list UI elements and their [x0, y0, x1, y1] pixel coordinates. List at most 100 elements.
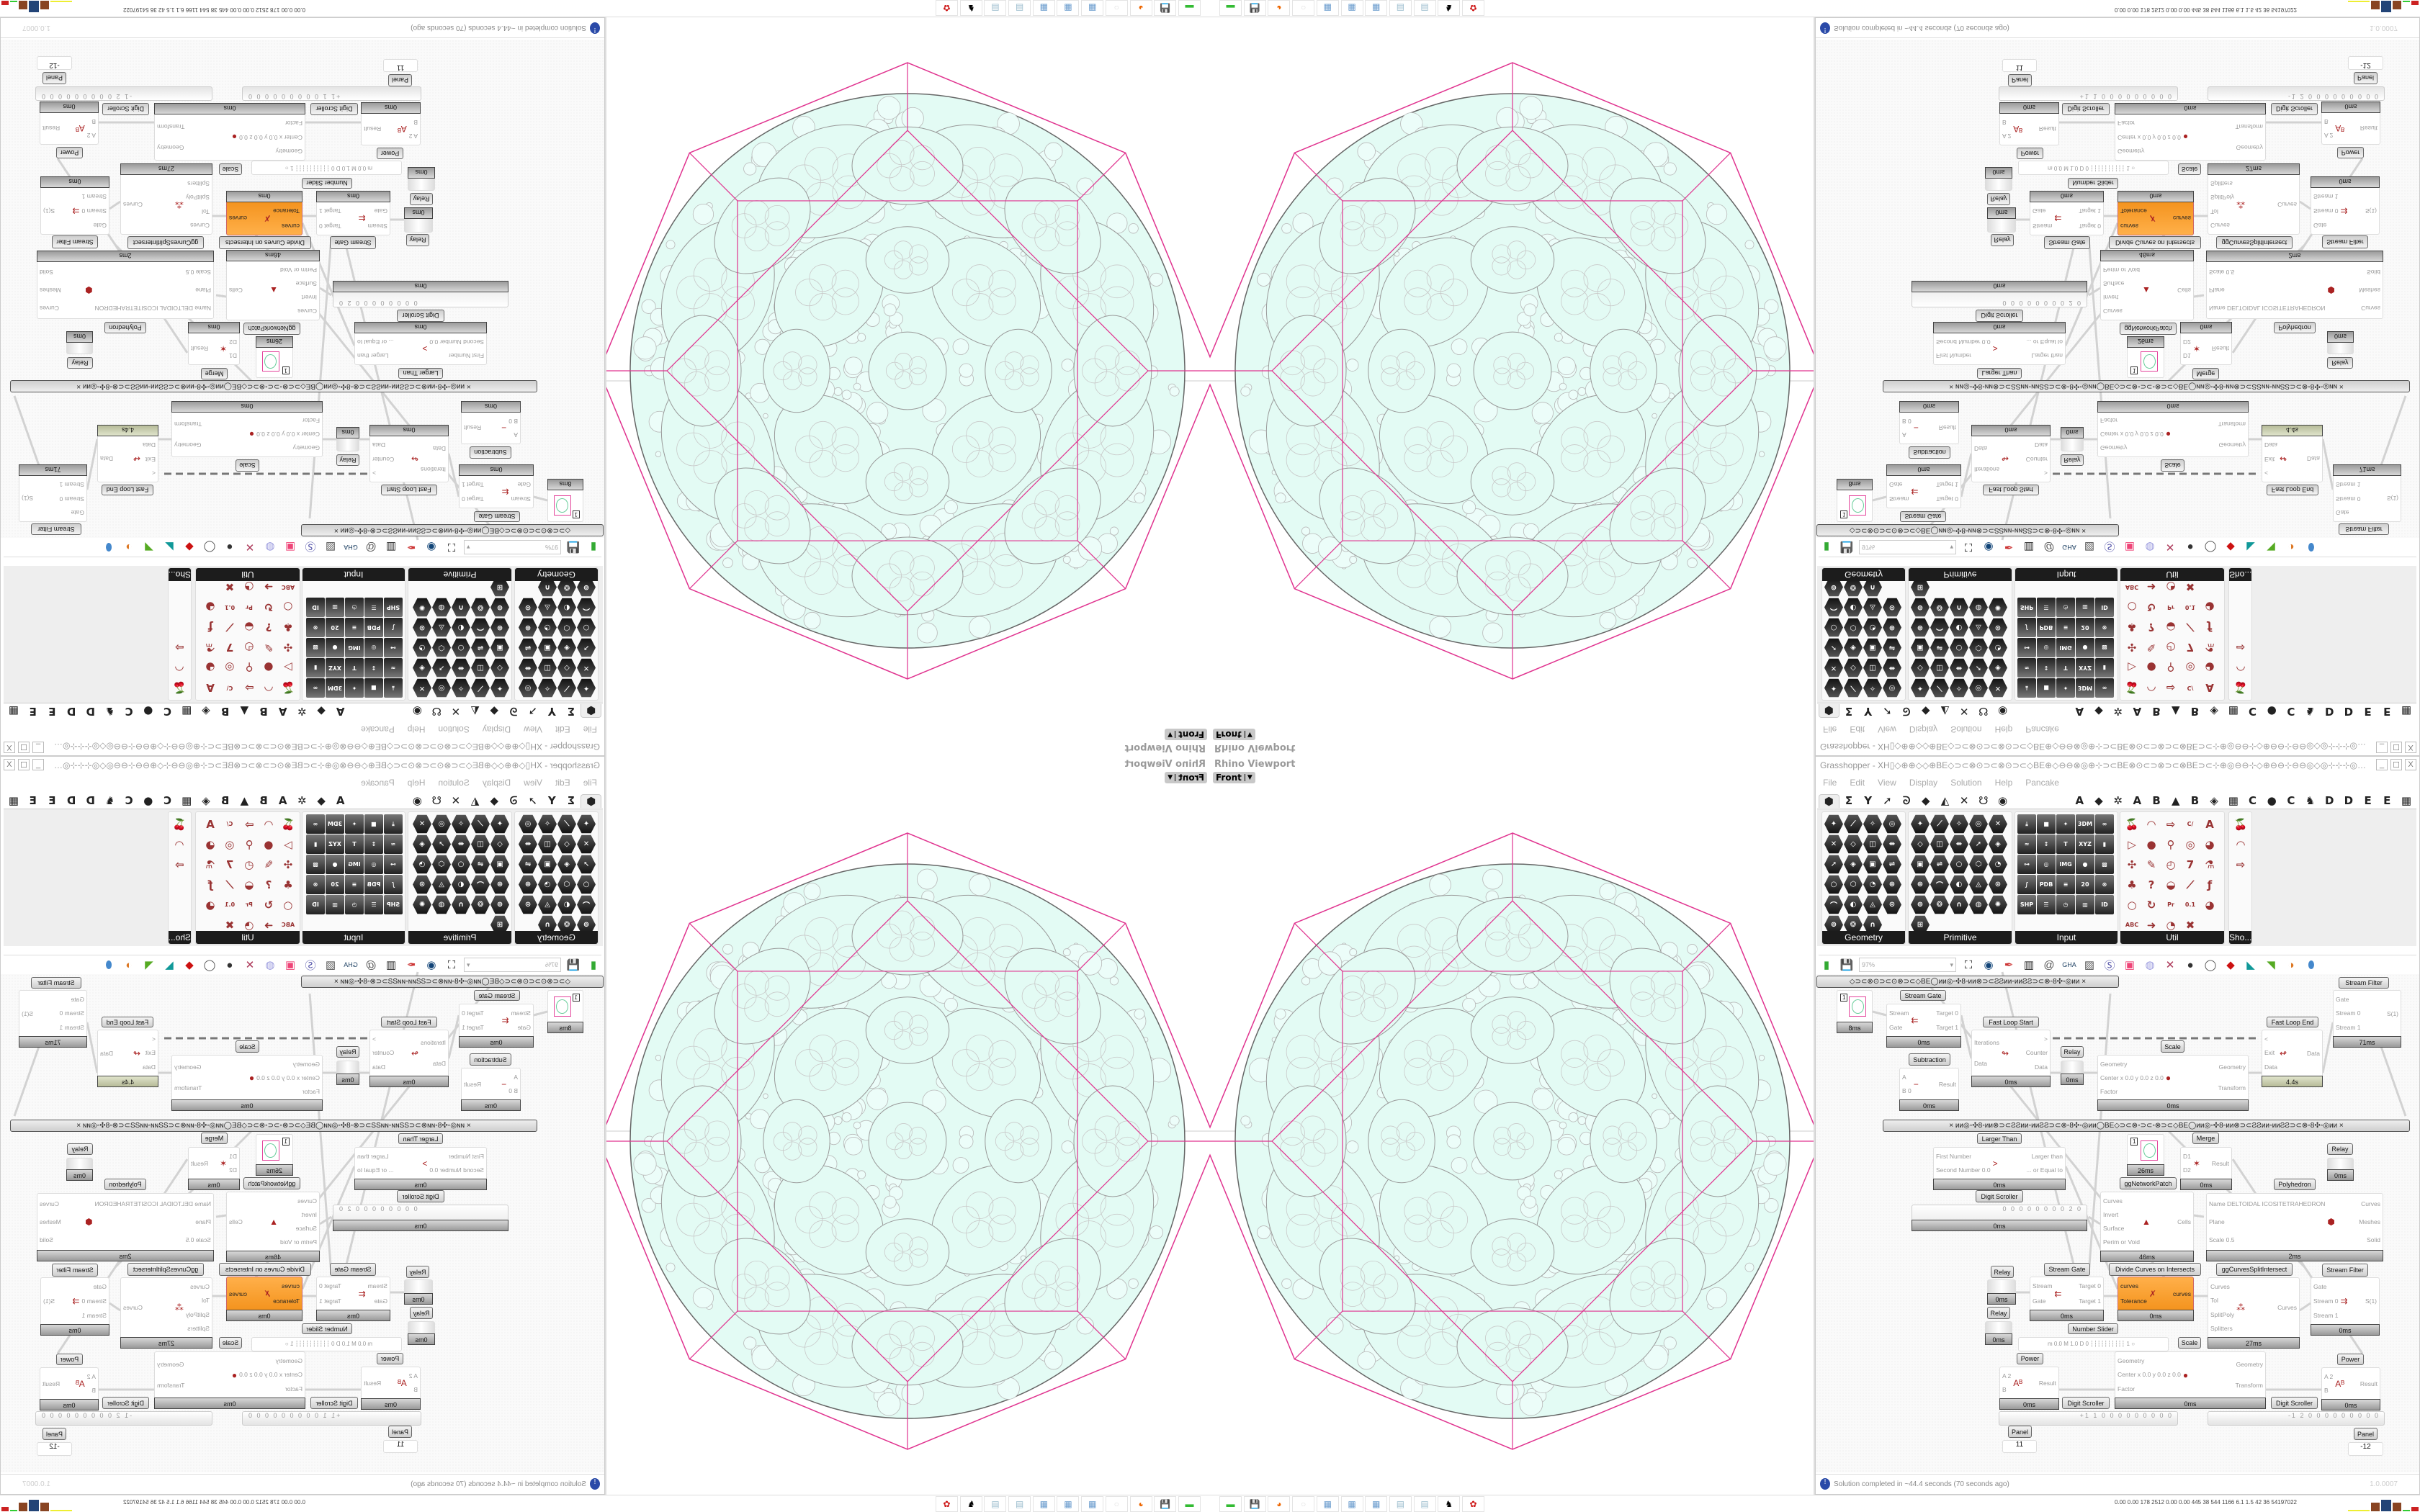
merge[interactable]: D1 D2 ✶ Result 0ms	[2180, 1147, 2232, 1190]
calendar-icon[interactable]: 20	[2076, 875, 2094, 894]
input-param[interactable]: B	[2002, 1386, 2007, 1394]
panel[interactable]: 11	[2002, 1440, 2037, 1453]
input-param[interactable]: Second Number 0.0	[1936, 338, 1991, 346]
view-dropdown[interactable]: Front ▼	[1213, 772, 1255, 783]
input-param[interactable]: Stream 1	[81, 1312, 107, 1319]
palette-panel-title[interactable]: Primitive	[1909, 931, 2012, 944]
nslider-label[interactable]: Number Slider	[302, 178, 352, 189]
input-param[interactable]: Exit	[145, 1049, 156, 1057]
id-tag-icon[interactable]: ID	[2095, 895, 2114, 914]
output-param[interactable]: Larger than	[2031, 1152, 2063, 1160]
fle-label[interactable]: Fast Loop End	[102, 485, 153, 495]
bulb-icon[interactable]: ◍	[2145, 959, 2155, 971]
output-param[interactable]: Result	[2211, 345, 2229, 353]
input-param[interactable]: Gate	[2033, 207, 2046, 215]
input-param[interactable]: Gate	[71, 995, 84, 1003]
64bit-save-icon[interactable]: 💾	[1154, 0, 1177, 16]
premiere-icon[interactable]: Pr	[2167, 901, 2174, 908]
input-param[interactable]: Tol	[202, 1297, 210, 1305]
input-param[interactable]: D2	[2183, 1166, 2191, 1174]
digit-scroller[interactable]: 0 0 0 0 0 0 0 0 2 0 0ms	[1912, 1205, 2087, 1231]
output-param[interactable]: Larger than	[2031, 352, 2063, 360]
input-param[interactable]: Stream	[2033, 222, 2053, 230]
input-param[interactable]: Data	[2264, 1063, 2277, 1071]
output-param[interactable]: Meshes	[40, 1218, 61, 1225]
tab-icon[interactable]: ◈	[2210, 794, 2218, 807]
output-param[interactable]: Meshes	[2359, 287, 2380, 294]
menu-pancake[interactable]: Pancake	[2025, 778, 2059, 788]
input-param[interactable]: <	[2264, 469, 2268, 477]
input-param[interactable]: B	[2002, 118, 2007, 126]
relay-2[interactable]: 0ms	[66, 331, 93, 354]
relay-2[interactable]: 0ms	[66, 1158, 93, 1181]
scale-1[interactable]: Geometry Center x 0.0 y 0.0 z 0.0 Factor ● G…	[171, 1055, 323, 1111]
tab-icon[interactable]: ⬢	[1819, 793, 1839, 808]
sgate-2-label[interactable]: Stream Gate	[2044, 236, 2090, 249]
number-slider[interactable]: m 0.0 M 1.0 D 0 ┆┆┆┆┆┆┆┆┆┆ 1 ○	[251, 1337, 402, 1351]
relay-1-label[interactable]: Relay	[336, 454, 359, 466]
input-param[interactable]: Stream 1	[2336, 1024, 2361, 1032]
input-param[interactable]: Name DELTOIDAL ICOSITETRAHEDRON	[2209, 304, 2326, 312]
minimize-button[interactable]: _	[2376, 759, 2388, 770]
output-param[interactable]: Curves	[40, 1200, 59, 1208]
64bit-save-icon[interactable]: 💾	[1243, 0, 1266, 16]
output-param[interactable]: Target 0	[1936, 1009, 1958, 1017]
input-param[interactable]: Data	[1974, 444, 1987, 452]
input-param[interactable]: Splitters	[187, 179, 210, 187]
input-param[interactable]: First Number	[1936, 1152, 1972, 1160]
input-param[interactable]: Factor	[2118, 1385, 2136, 1393]
output-param[interactable]: Cells	[2177, 1218, 2191, 1225]
rhino-icon[interactable]: ♞	[959, 0, 982, 16]
input-param[interactable]: D1	[229, 1152, 237, 1160]
panel-1-label[interactable]: Panel	[2008, 74, 2032, 86]
scale-1[interactable]: Geometry Center x 0.0 y 0.0 z 0.0 Factor ● G…	[171, 401, 323, 457]
ggcsi-label[interactable]: ggCurvesSplitIntersect	[127, 236, 204, 249]
rhino-icon[interactable]: ♞	[1438, 1496, 1461, 1512]
input-param[interactable]: Tol	[2210, 207, 2218, 215]
viewport-canvas[interactable]	[606, 756, 1210, 1495]
input-param[interactable]: Gate	[2313, 1283, 2327, 1290]
input-param[interactable]: B	[91, 1387, 96, 1395]
import-image-icon[interactable]: IMG	[2056, 855, 2075, 874]
digit-scroller[interactable]: -1 2 0 0 0 0 0 0 0 0 0	[2208, 1411, 2385, 1426]
bezier-span-icon[interactable]: ∫	[2017, 875, 2036, 894]
tab-icon[interactable]: ᘐ	[1902, 794, 1911, 807]
zoom-extents-icon[interactable]: ⛶	[1964, 958, 1973, 971]
ggcsi-label[interactable]: ggCurvesSplitIntersect	[2216, 236, 2293, 249]
input-param[interactable]: A 2	[408, 132, 418, 140]
output-param[interactable]: Target 1	[319, 1297, 341, 1305]
rhino-viewport[interactable]: Rhino Viewport Front ▼	[1210, 17, 1815, 756]
digit-scroller-icon[interactable]: ≡	[2056, 875, 2075, 894]
relay-3[interactable]: 0ms	[404, 1279, 433, 1305]
input-param[interactable]: Stream 1	[2336, 480, 2361, 488]
output-param[interactable]: S(1)	[2386, 1009, 2398, 1017]
output-param[interactable]: Geometry	[2236, 144, 2263, 152]
search-s-icon[interactable]: Ⓢ	[2104, 959, 2115, 972]
filter-2[interactable]: Gate Stream 0 Stream 1 ⇉ S(1) 0ms	[2311, 1277, 2380, 1336]
tab-icon[interactable]: ☋	[1978, 794, 1989, 807]
input-param[interactable]: First Number	[448, 352, 484, 360]
output-param[interactable]: Result	[2211, 1159, 2229, 1167]
timer-icon[interactable]: ◴	[2166, 858, 2176, 871]
blank-app-icon[interactable]: ○	[1105, 0, 1128, 16]
input-param[interactable]: Stream 1	[59, 480, 85, 488]
fle-label[interactable]: Fast Loop End	[2267, 485, 2318, 495]
input-param[interactable]: Splitters	[2210, 179, 2233, 187]
input-param[interactable]: Gate	[93, 1283, 107, 1290]
poly[interactable]: Name DELTOIDAL ICOSITETRAHEDRON Plane Scal…	[37, 1193, 214, 1261]
colour-picker-icon[interactable]: ▩	[2095, 855, 2114, 874]
input-param[interactable]: Factor	[302, 417, 320, 425]
panel-2-label[interactable]: Panel	[42, 1428, 66, 1440]
mail-icon[interactable]: @	[2043, 958, 2055, 971]
calculator-3-icon[interactable]: ▦	[1032, 0, 1055, 16]
digit-1-label[interactable]: Digit Scroller	[397, 310, 444, 322]
input-param[interactable]: Factor	[2100, 1087, 2118, 1095]
output-param[interactable]: S(1)	[43, 1297, 55, 1305]
calculator-3-icon[interactable]: ▦	[1032, 1496, 1055, 1512]
input-param[interactable]: Geometry	[275, 148, 302, 156]
relay-3[interactable]: 0ms	[1987, 207, 2016, 233]
red-gear-app-icon[interactable]: ✿	[1462, 1496, 1484, 1512]
notepad-icon[interactable]: ▤	[1389, 1496, 1412, 1512]
tab-icon[interactable]: ●	[2267, 794, 2277, 807]
larger[interactable]: First Number Second Number 0.0 > Larger tha…	[1933, 322, 2066, 365]
